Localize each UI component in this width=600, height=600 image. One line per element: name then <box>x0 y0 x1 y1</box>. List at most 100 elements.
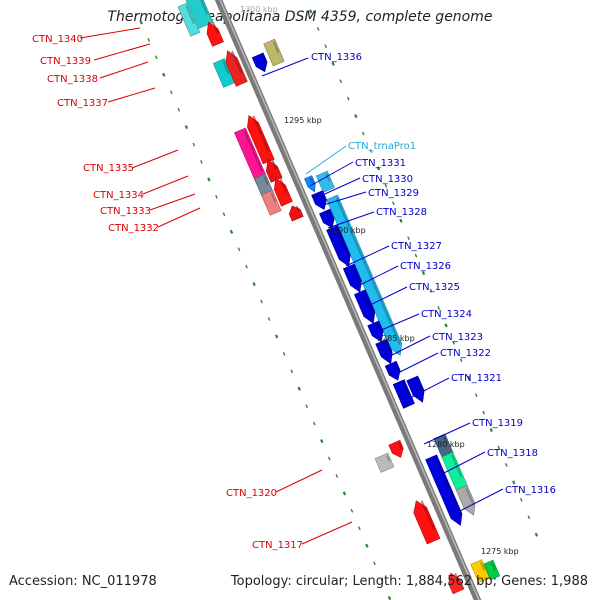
gene-features <box>177 0 501 595</box>
tick-mark-right <box>534 532 539 537</box>
gene-label-ctn-1325[interactable]: CTN_1325 <box>409 282 460 293</box>
tick-mark-right <box>452 340 455 345</box>
accession-text: Accession: NC_011978 <box>9 574 157 589</box>
gene-label-ctn-1332[interactable]: CTN_1332 <box>108 223 159 234</box>
gene-feature-ctn-1339 <box>206 21 224 47</box>
leader-line <box>423 422 471 445</box>
leader-line <box>457 488 504 513</box>
tick-mark-right <box>324 44 328 49</box>
gene-label-ctn-1318[interactable]: CTN_1318 <box>487 448 538 459</box>
gene-feature-ctn-1323-shadow <box>384 341 392 354</box>
gene-feature-ctn-1331 <box>315 170 335 193</box>
leader-line <box>327 211 375 229</box>
tick-mark-right <box>519 497 523 502</box>
gene-label-ctn-1340[interactable]: CTN_1340 <box>32 34 83 45</box>
gene-label-ctn-1331[interactable]: CTN_1331 <box>355 158 406 169</box>
tick-mark-right <box>346 96 350 101</box>
tick-mark-right <box>482 410 486 415</box>
leader-line <box>131 149 179 169</box>
gene-feature-bottom-green <box>483 559 501 581</box>
tick-mark-right <box>354 114 358 119</box>
tick-mark-right <box>459 358 463 363</box>
tick-mark-left <box>200 160 203 164</box>
tick-mark-right <box>339 79 343 84</box>
genome-backbone <box>214 0 482 600</box>
gene-feature-bottom-red-shadow <box>454 572 460 582</box>
gene-feature-ctn-1332 <box>273 177 293 207</box>
leader-line <box>261 57 309 77</box>
gene-feature-ctn-1338-shadow <box>222 60 230 75</box>
gene-label-ctn-1321[interactable]: CTN_1321 <box>451 373 502 384</box>
leader-line <box>395 352 439 375</box>
leader-line <box>441 451 486 475</box>
tick-mark-right <box>308 9 313 14</box>
gene-feature-ctn-1319-shadow <box>443 436 449 446</box>
gene-label-ctn-1322[interactable]: CTN_1322 <box>440 348 491 359</box>
tick-mark-right <box>376 166 381 171</box>
gene-label-ctn-1320[interactable]: CTN_1320 <box>226 488 277 499</box>
gene-label-ctn-1339[interactable]: CTN_1339 <box>40 56 91 67</box>
tick-mark-left <box>320 439 324 444</box>
tick-mark-left <box>380 578 384 583</box>
tick-mark-left <box>162 72 166 77</box>
gene-feature-ctn-1339-shadow <box>212 21 219 34</box>
tick-mark-left <box>350 508 354 513</box>
gene-feature-ctn-1336-b <box>263 38 285 67</box>
gene-label-ctn-trnapro1[interactable]: CTN_trnaPro1 <box>348 141 416 152</box>
gene-label-ctn-1324[interactable]: CTN_1324 <box>421 309 472 320</box>
gene-label-ctn-1317[interactable]: CTN_1317 <box>252 540 303 551</box>
gene-label-ctn-1336[interactable]: CTN_1336 <box>311 52 362 63</box>
tick-mark-right <box>444 323 448 328</box>
gene-feature-ctn-1333-shadow <box>271 159 278 170</box>
gene-feature-ctn-1316-b <box>425 454 463 526</box>
ruler-label-1290kbp: 1290 kbp <box>328 226 366 235</box>
leader-line <box>157 207 201 228</box>
gene-label-ctn-1328[interactable]: CTN_1328 <box>376 207 427 218</box>
tick-mark-left <box>222 212 226 217</box>
gene-feature-ctn-1337-shadow <box>231 50 243 74</box>
gene-label-ctn-1338[interactable]: CTN_1338 <box>47 74 98 85</box>
gene-label-ctn-1337[interactable]: CTN_1337 <box>57 98 108 109</box>
gene-feature-ctn-1321-shadow <box>402 381 410 396</box>
tick-mark-right <box>407 236 410 241</box>
tick-mark-right <box>316 27 320 31</box>
gene-label-ctn-1326[interactable]: CTN_1326 <box>400 261 451 272</box>
tick-mark-right <box>437 306 440 310</box>
tick-mark-left <box>335 474 339 478</box>
gene-label-ctn-1329[interactable]: CTN_1329 <box>368 188 419 199</box>
tick-mark-right <box>331 61 335 66</box>
leader-line <box>309 161 354 187</box>
leader-line <box>385 335 431 359</box>
tick-mark-left <box>237 247 241 252</box>
gene-label-ctn-1319[interactable]: CTN_1319 <box>472 418 523 429</box>
leader-line <box>315 177 361 199</box>
gene-label-ctn-1334[interactable]: CTN_1334 <box>93 190 144 201</box>
gene-label-ctn-1330[interactable]: CTN_1330 <box>362 174 413 185</box>
tick-mark-right <box>527 515 531 520</box>
tick-mark-left <box>192 142 196 147</box>
gene-feature-ctn-1321 <box>392 379 415 409</box>
gene-label-ctn-1327[interactable]: CTN_1327 <box>391 241 442 252</box>
gene-label-ctn-1333[interactable]: CTN_1333 <box>100 206 151 217</box>
gene-feature-ctn-1332-shadow <box>279 177 288 194</box>
gene-label-ctn-1335[interactable]: CTN_1335 <box>83 163 134 174</box>
gene-feature-ctn-trnapro1-shadow <box>309 177 315 185</box>
tick-mark-right <box>399 218 403 223</box>
tick-mark-left <box>327 456 331 461</box>
tick-mark-right <box>392 201 395 206</box>
gene-feature-ctn-1320-b-shadow <box>397 442 403 450</box>
gene-feature-ctn-1335-b-shadow <box>263 176 269 186</box>
tick-mark-left <box>229 229 234 234</box>
label-leader-lines <box>79 27 504 545</box>
gene-feature-ctn-1325-shadow <box>363 291 374 313</box>
gene-feature-ctn-1318-shadow <box>450 454 463 478</box>
gene-label-ctn-1323[interactable]: CTN_1323 <box>432 332 483 343</box>
leader-line <box>319 191 367 207</box>
gene-feature-ctn-1332-b <box>288 205 304 222</box>
gene-feature-ctn-1316-b-shadow <box>434 457 462 515</box>
tick-mark-left <box>154 55 158 60</box>
gene-feature-ctn-1321-b <box>406 375 425 403</box>
gene-label-ctn-1316[interactable]: CTN_1316 <box>505 485 556 496</box>
leader-line <box>93 43 151 61</box>
gene-feature-ctn-1329-shadow <box>328 211 334 220</box>
